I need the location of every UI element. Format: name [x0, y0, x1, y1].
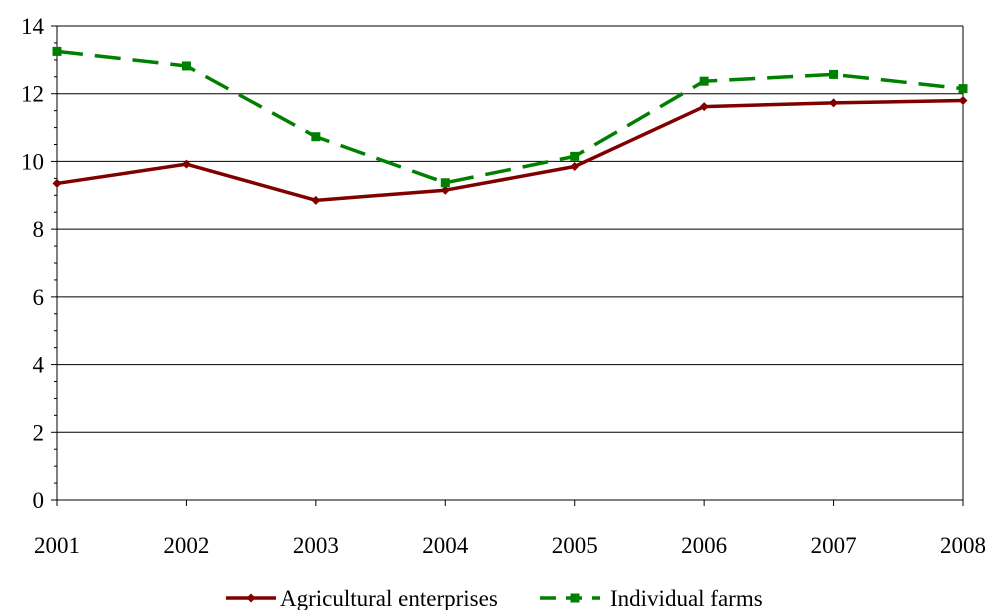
y-tick-label: 4 [33, 353, 45, 378]
data-point [52, 46, 62, 56]
x-tick-label: 2003 [293, 533, 339, 558]
legend-swatch-marker [570, 593, 580, 603]
legend: Agricultural enterprises Individual farms [226, 586, 763, 611]
x-tick-label: 2004 [422, 533, 469, 558]
y-tick-label: 12 [21, 82, 44, 107]
data-point [570, 162, 580, 172]
series-lines [52, 46, 968, 205]
data-point [440, 178, 450, 188]
data-point [181, 159, 191, 169]
data-point [829, 98, 839, 108]
x-tick-label: 2006 [681, 533, 727, 558]
legend-swatch-marker [246, 593, 256, 603]
y-tick-label: 10 [21, 149, 44, 174]
y-tick-label: 14 [21, 14, 45, 39]
series-line [56, 98, 964, 203]
legend-label: Agricultural enterprises [280, 586, 498, 610]
data-point [311, 132, 321, 142]
data-point [958, 95, 968, 105]
series-line [56, 49, 964, 185]
data-point [181, 61, 191, 71]
y-tick-label: 0 [33, 488, 45, 513]
y-tick-label: 8 [33, 217, 45, 242]
x-tick-label: 2005 [552, 533, 598, 558]
y-tick-label: 2 [33, 420, 45, 445]
x-tick-label: 2002 [163, 533, 209, 558]
data-point [829, 69, 839, 79]
data-point [440, 185, 450, 195]
x-tick-labels: 2001 2002 2003 2004 2005 2006 2007 2008 [34, 533, 986, 558]
gridlines [57, 25, 963, 433]
axes [51, 25, 964, 506]
x-tick-label: 2007 [811, 533, 857, 558]
y-tick-labels: 0 2 4 6 8 10 12 14 [21, 14, 45, 513]
legend-label: Individual farms [610, 586, 763, 610]
data-point [699, 102, 709, 112]
data-point [958, 84, 968, 94]
y-tick-label: 6 [33, 285, 45, 310]
data-point [570, 151, 580, 161]
data-point [699, 76, 709, 86]
data-point [311, 195, 321, 205]
data-point [52, 178, 62, 188]
x-tick-label: 2001 [34, 533, 80, 558]
x-tick-label: 2008 [940, 533, 986, 558]
